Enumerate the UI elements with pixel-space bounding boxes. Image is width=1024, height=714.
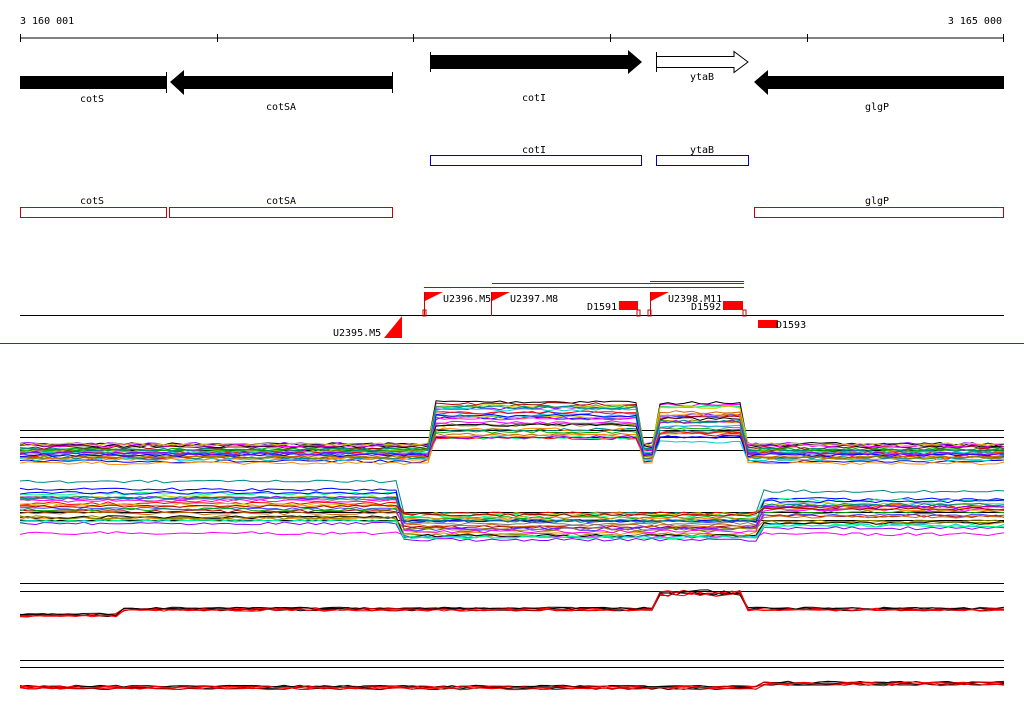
- annot-blue-cotI-label: cotI: [522, 145, 546, 156]
- expression-trace: [19, 490, 1005, 523]
- expression-trace: [20, 427, 1005, 452]
- expression-trace: [19, 590, 1005, 616]
- gene-cotI-label: cotI: [522, 93, 546, 104]
- expression-trace: [19, 591, 1005, 618]
- expression-trace: [19, 589, 1005, 617]
- gene-cotSA-label: cotSA: [266, 102, 296, 113]
- annot-blue-ytaB-label: ytaB: [690, 145, 714, 156]
- expression-trace: [19, 401, 1005, 449]
- expression-trace: [19, 507, 1005, 520]
- upshift-u2398-label[interactable]: U2398.M11: [668, 294, 722, 305]
- expression-track-1: [19, 400, 1005, 466]
- expression-trace: [19, 591, 1005, 618]
- box-icon: [723, 301, 743, 310]
- annot-red-glgP-label: glgP: [865, 196, 889, 207]
- expression-trace: [19, 589, 1005, 616]
- expression-trace: [20, 681, 1005, 689]
- expression-trace: [19, 511, 1005, 528]
- gene-cotS-label: cotS: [80, 94, 104, 105]
- flag-icon: [384, 316, 402, 338]
- downshift-d1591-label[interactable]: D1591: [587, 302, 617, 313]
- coordinate-ruler: 3 160 001 3 165 000: [20, 16, 1004, 42]
- expression-trace: [19, 404, 1004, 447]
- expression-trace: [19, 518, 1005, 540]
- expression-track-4: [19, 660, 1005, 691]
- expression-trace: [19, 516, 1005, 532]
- annot-red-cotSA-label: cotSA: [266, 196, 296, 207]
- annotation-track-red: cotS cotSA glgP: [20, 196, 1004, 218]
- upshift-u2395-label[interactable]: U2395.M5: [333, 328, 381, 339]
- gene-cotS-arrow[interactable]: [20, 76, 166, 89]
- expression-trace: [20, 504, 1005, 517]
- expression-trace: [19, 495, 1005, 531]
- expression-trace: [19, 521, 1005, 542]
- downshift-d1593-label[interactable]: D1593: [776, 320, 806, 331]
- expression-trace: [19, 427, 1005, 460]
- expression-trace: [19, 683, 1005, 691]
- gene-cotI-arrow[interactable]: [430, 50, 642, 74]
- downshift-d1592-label[interactable]: D1592: [691, 302, 721, 313]
- annot-red-glgP-box[interactable]: [754, 207, 1004, 218]
- expression-trace: [19, 410, 1005, 459]
- expression-trace: [19, 401, 1005, 450]
- box-icon: [758, 320, 778, 328]
- annot-red-cotSA-box[interactable]: [169, 207, 393, 218]
- ruler-start-label: 3 160 001: [20, 16, 74, 27]
- expression-trace: [19, 515, 1005, 538]
- annot-blue-cotI-box[interactable]: [430, 155, 642, 166]
- upshift-u2397-label[interactable]: U2397.M8: [510, 294, 558, 305]
- flag-icon: [651, 292, 669, 301]
- expression-trace: [19, 412, 1005, 466]
- marker-foot: [422, 309, 427, 317]
- expression-track-2: [19, 479, 1005, 542]
- expression-trace: [19, 404, 1005, 451]
- annot-red-cotS-box[interactable]: [20, 207, 167, 218]
- gene-glgP-arrow[interactable]: [754, 70, 1004, 95]
- expression-trace: [19, 405, 1005, 452]
- marker-foot: [636, 309, 641, 317]
- expression-track-3: [19, 583, 1005, 618]
- ruler-end-label: 3 165 000: [948, 16, 1002, 27]
- shift-marker-track: U2396.M5 U2397.M8 D1591 U2398.M11 D1592 …: [0, 281, 1024, 344]
- expression-trace: [19, 495, 1005, 523]
- gene-cotSA-arrow[interactable]: [170, 70, 392, 95]
- flag-icon: [425, 292, 443, 301]
- expression-trace: [19, 420, 1005, 448]
- gene-ytaB-arrow[interactable]: [656, 50, 749, 74]
- expression-trace: [19, 413, 1005, 458]
- annot-blue-ytaB-box[interactable]: [656, 155, 749, 166]
- expression-trace: [19, 419, 1005, 456]
- annotation-track-blue: cotI ytaB: [430, 145, 749, 166]
- gene-track: cotS cotSA cotI ytaB glgP: [20, 50, 1004, 113]
- annot-red-cotS-label: cotS: [80, 196, 104, 207]
- flag-icon: [492, 292, 510, 301]
- marker-foot: [647, 309, 652, 317]
- upshift-u2396-label[interactable]: U2396.M5: [443, 294, 491, 305]
- marker-foot: [742, 309, 747, 317]
- expression-trace: [19, 509, 1005, 529]
- gene-ytaB-label: ytaB: [690, 72, 714, 83]
- expression-trace: [19, 590, 1005, 617]
- gene-glgP-label: glgP: [865, 102, 889, 113]
- expression-trace: [19, 680, 1005, 688]
- box-icon: [619, 301, 638, 310]
